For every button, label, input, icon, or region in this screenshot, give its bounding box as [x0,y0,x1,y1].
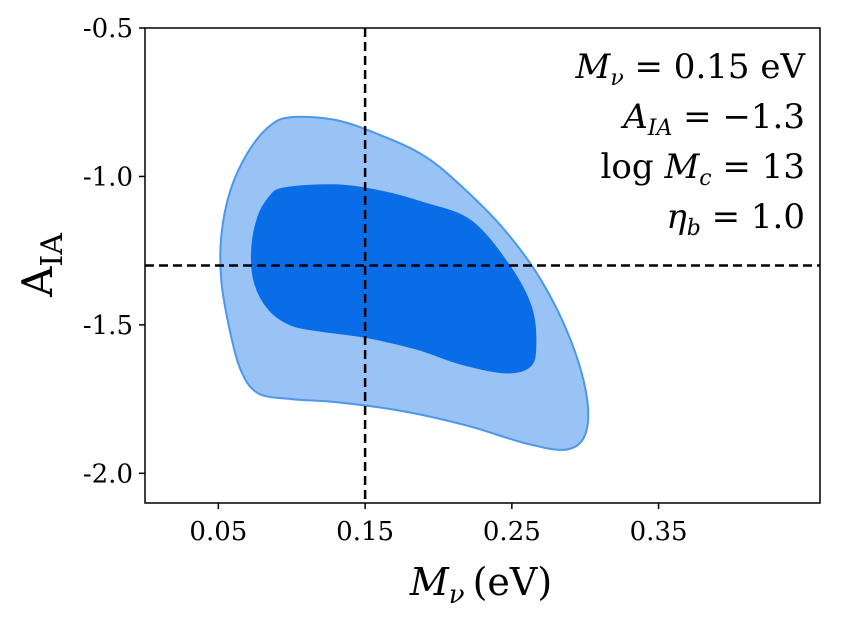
y-axis-ticks: -0.5 -1.0 -1.5 -2.0 [83,14,145,489]
plot-frame [144,27,821,504]
truth-lines [145,28,820,503]
x-tick-label: 0.15 [336,517,394,547]
y-axis-label: AIA [13,233,70,298]
x-tick-label: 0.35 [630,517,688,547]
x-axis-ticks: 0.05 0.15 0.25 0.35 [189,503,688,547]
y-tick-label: -1.0 [83,162,133,192]
annotation-aia: AIA = −1.3 [620,97,805,141]
x-tick-label: 0.05 [189,517,247,547]
annotation-logmc: log Mc = 13 [601,147,805,191]
y-tick-label: -1.5 [83,311,133,341]
contour-1-sigma [250,184,537,374]
x-tick-label: 0.25 [483,517,541,547]
y-tick-label: -0.5 [83,14,133,44]
annotation-etab: ηb = 1.0 [666,197,805,241]
annotation-mnu: Mν = 0.15 eV [575,47,807,91]
y-tick-label: -2.0 [83,459,133,489]
x-axis-label: Mν (eV) [409,560,552,610]
contour-layer [219,115,590,451]
